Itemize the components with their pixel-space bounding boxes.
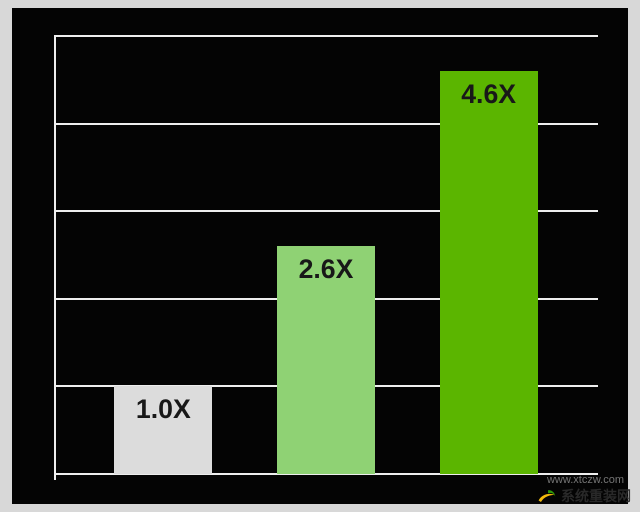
bar-2: 4.6X	[440, 71, 538, 474]
swoosh-leaf-icon	[537, 487, 556, 506]
bar-label-1: 2.6X	[299, 254, 354, 285]
bar-label-2: 4.6X	[461, 79, 516, 110]
watermark-text: 系统重装网	[561, 486, 631, 506]
plot-area: 1.0X 2.6X 4.6X	[54, 36, 598, 474]
bar-1: 2.6X	[277, 246, 375, 474]
bars-container: 1.0X 2.6X 4.6X	[54, 36, 598, 474]
bar-label-0: 1.0X	[136, 394, 191, 425]
bar-0: 1.0X	[114, 386, 212, 474]
chart-frame: 1.0X 2.6X 4.6X	[12, 8, 628, 504]
watermark-url: www.xtczw.com	[547, 474, 624, 486]
watermark: 系统重装网	[537, 486, 631, 506]
